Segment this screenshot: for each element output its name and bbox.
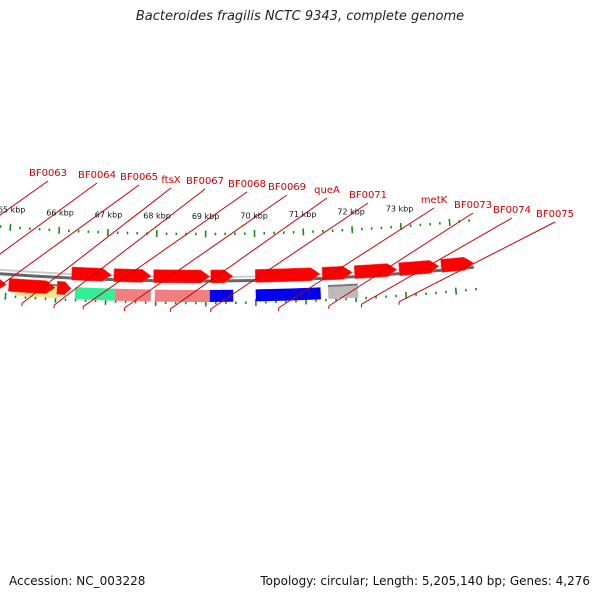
gene-label-bf0071: BF0071 [349,190,387,201]
scale-label: 72 kbp [337,208,365,217]
scale-label: 71 kbp [289,210,317,219]
gene-label-leader [361,217,513,305]
cds-arrow [353,263,398,279]
gene-label-bf0074: BF0074 [493,205,531,216]
feature-block-blue [209,289,234,302]
gene-label-leader [398,221,556,303]
scale-label: 65 kbp [0,205,25,214]
cds-arrow [8,278,56,294]
gene-label-leader [53,188,206,306]
gene-label-leader [124,194,288,309]
scale-label: 68 kbp [143,212,171,221]
cds-arrow [254,267,321,283]
gene-label-leader [0,184,140,287]
gene-labels: BF0063 BF0064 BF0065 ftsX BF0067 BF0068 BF0069… [29,168,574,220]
cds-arrow [321,266,353,281]
scale-label: 70 kbp [240,211,268,220]
scale-label: 69 kbp [192,212,220,221]
lower-tick-ring [0,218,470,238]
upper-tick-ring [4,287,477,307]
feature-block-green [74,287,115,301]
accession-text: Accession: NC_003228 [9,574,146,588]
cds-arrow [153,269,211,284]
gene-label-leader [82,191,248,307]
feature-block-pink [154,289,210,302]
gene-label-bf0067: BF0067 [186,176,224,187]
gene-label-leader [210,202,369,310]
gene-label-bf0064: BF0064 [78,170,116,181]
gene-label-leader [21,187,172,304]
gene-label-leader [0,180,49,216]
major-tick [448,218,451,226]
scale-label: 67 kbp [95,210,123,219]
gene-label-leader [278,207,435,309]
gene-label-pointers [0,180,556,312]
cds-arrow [0,279,7,289]
feature-block-pink [114,288,151,302]
gene-label-metk: metK [421,195,448,206]
gene-label-leader [170,197,328,310]
feature-block-blue [255,287,321,302]
cds-arrow [210,269,234,284]
cds-arrow [398,260,440,276]
gene-label-bf0069: BF0069 [268,182,306,193]
scale-label: 66 kbp [46,208,74,217]
gene-label-bf0068: BF0068 [228,179,266,190]
cds-arrow [56,281,72,295]
major-tick [454,287,458,295]
genome-summary-text: Topology: circular; Length: 5,205,140 bp… [260,574,590,588]
feature-block-gray [327,285,359,300]
gene-label-leader [0,182,98,255]
gene-label-bf0065: BF0065 [120,172,158,183]
gene-label-quea: queA [314,185,340,196]
cds-arrow [440,256,474,273]
scale-label: 73 kbp [386,205,414,214]
gene-label-leader [328,212,474,307]
gene-label-bf0063: BF0063 [29,168,67,179]
feature-underline [327,283,358,288]
figure-title: Bacteroides fragilis NCTC 9343, complete… [135,9,465,24]
gene-label-bf0075: BF0075 [536,209,574,220]
cds-arrow [71,266,112,282]
cds-track [0,256,474,295]
gene-label-ftsx: ftsX [161,175,180,186]
gene-label-bf0073: BF0073 [454,200,492,211]
